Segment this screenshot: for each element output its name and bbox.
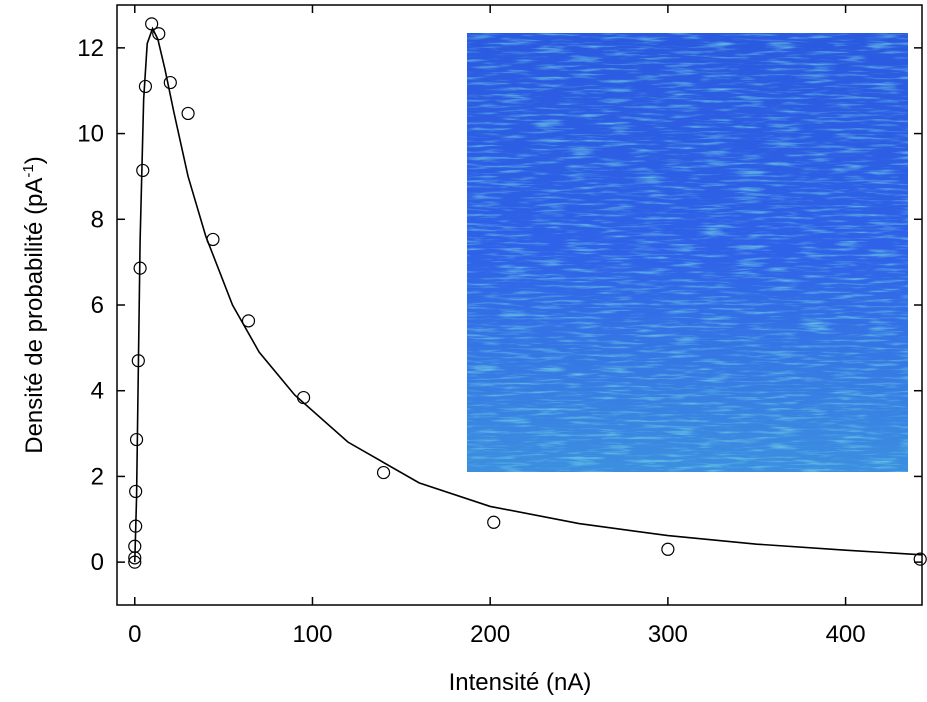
y-axis-title-end: )	[21, 156, 48, 164]
data-point	[661, 542, 675, 556]
x-tick-label: 100	[292, 621, 332, 648]
y-axis-title-sup: -1	[20, 164, 37, 177]
y-tick-label: 12	[77, 35, 104, 62]
x-tick-label: 300	[648, 621, 688, 648]
y-tick-label: 6	[91, 292, 104, 319]
data-point	[129, 484, 143, 499]
x-tick-label: 0	[128, 621, 141, 648]
y-tick-label: 8	[91, 206, 104, 233]
y-tick-label: 10	[77, 121, 104, 148]
x-tick-label: 200	[470, 621, 510, 648]
y-tick-label: 4	[91, 378, 104, 405]
y-axis-title-text: Densité de probabilité (pA	[21, 178, 48, 454]
fit-line	[133, 26, 923, 563]
y-tick-label: 2	[91, 463, 104, 490]
y-axis-title: Densité de probabilité (pA-1)	[20, 156, 48, 454]
data-point	[181, 106, 195, 121]
inset-image	[467, 33, 908, 472]
data-point	[163, 75, 177, 90]
y-tick-label: 0	[91, 549, 104, 576]
data-point	[376, 465, 391, 480]
data-point	[296, 390, 311, 405]
data-point	[241, 314, 256, 328]
data-point	[487, 515, 501, 529]
data-point	[913, 552, 927, 566]
x-axis-title: Intensité (nA)	[449, 669, 592, 696]
x-tick-label: 400	[826, 621, 866, 648]
